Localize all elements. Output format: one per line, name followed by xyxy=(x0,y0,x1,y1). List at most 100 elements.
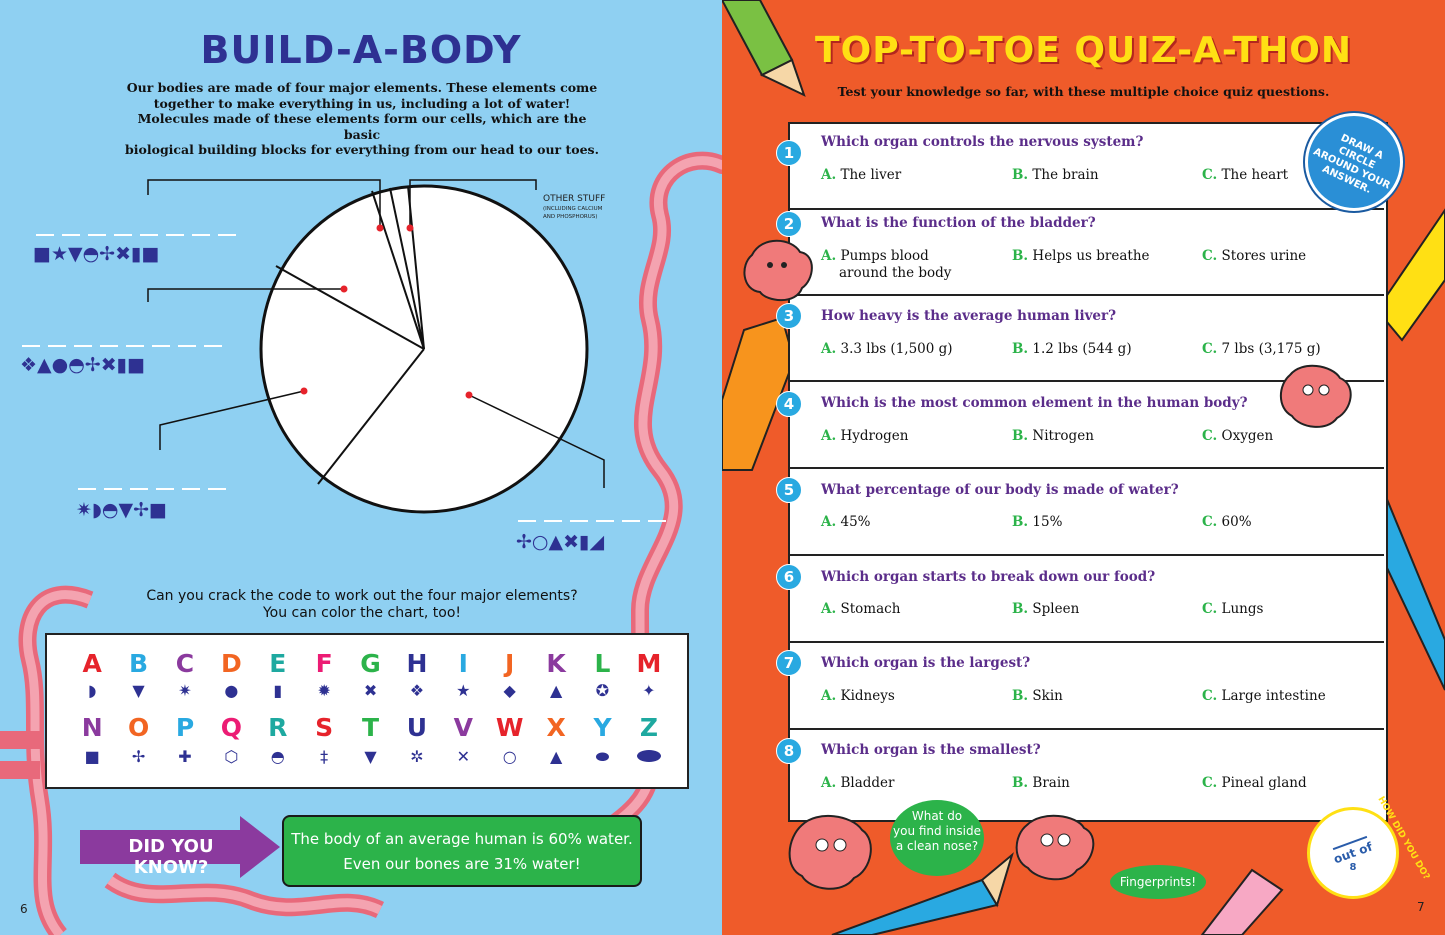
question-text: Which is the most common element in the … xyxy=(821,395,1248,411)
key-symbol: ✚ xyxy=(178,747,192,766)
answer-option-c[interactable]: C. Oxygen xyxy=(1202,428,1273,445)
answer-option-a[interactable]: A. The liver xyxy=(821,167,901,184)
key-letter: M xyxy=(636,649,662,678)
key-symbol: ▼ xyxy=(364,747,377,766)
answer-blanks xyxy=(22,345,230,347)
option-letter: A. xyxy=(821,341,837,357)
option-letter: B. xyxy=(1012,688,1029,704)
answer-option-b[interactable]: B. 1.2 lbs (544 g) xyxy=(1012,341,1132,358)
answer-option-c[interactable]: C. The heart xyxy=(1202,167,1288,184)
eraser-pencil xyxy=(1200,868,1284,935)
intro-text: Our bodies are made of four major elemen… xyxy=(120,80,604,158)
option-text: Brain xyxy=(1032,775,1070,791)
draw-circle-stamp: DRAW A CIRCLE AROUND YOUR ANSWER. xyxy=(1305,113,1403,211)
right-page: TOP-TO-TOE QUIZ-A-THON Test your knowled… xyxy=(722,0,1445,935)
option-text: 7 lbs (3,175 g) xyxy=(1221,341,1321,357)
answer-option-b[interactable]: B. 15% xyxy=(1012,514,1062,531)
key-symbol: ★ xyxy=(456,681,471,700)
question-text: Which organ starts to break down our foo… xyxy=(821,569,1156,585)
option-letter: B. xyxy=(1012,428,1029,444)
quiz-subtitle: Test your knowledge so far, with these m… xyxy=(837,84,1330,99)
key-symbol: ❖ xyxy=(409,681,425,700)
key-letter: K xyxy=(546,649,566,678)
fact-box: The body of an average human is 60% wate… xyxy=(282,815,642,887)
option-letter: A. xyxy=(821,428,837,444)
key-symbol: ⬬ xyxy=(595,747,610,766)
option-text: 45% xyxy=(840,514,871,530)
answer-option-c[interactable]: C. Large intestine xyxy=(1202,688,1326,705)
key-letter: B xyxy=(129,649,149,678)
answer-option-c[interactable]: C. 7 lbs (3,175 g) xyxy=(1202,341,1321,358)
quiz-paper xyxy=(788,122,1388,822)
option-letter: A. xyxy=(821,167,837,183)
element-pie-chart: OTHER STUFF (INCLUDING CALCIUM AND PHOSP… xyxy=(147,179,605,514)
pie-label-other-sub: AND PHOSPHORUS) xyxy=(543,214,597,220)
answer-option-b[interactable]: B. The brain xyxy=(1012,167,1099,184)
answer-option-a[interactable]: A. Kidneys xyxy=(821,688,895,705)
key-symbol: ✦ xyxy=(642,681,656,700)
answer-option-a[interactable]: A. Hydrogen xyxy=(821,428,908,445)
bubble-line: you find inside xyxy=(893,824,981,838)
option-letter: B. xyxy=(1012,514,1029,530)
option-letter: C. xyxy=(1202,248,1218,264)
answer-option-c[interactable]: C. Lungs xyxy=(1202,601,1263,618)
score-total: 8 xyxy=(1349,862,1357,873)
germ-icon xyxy=(788,814,872,890)
answer-option-a[interactable]: A. Pumps blood around the body xyxy=(821,248,951,282)
question-number: 4 xyxy=(776,391,802,417)
left-page: BUILD-A-BODY Our bodies are made of four… xyxy=(0,0,722,935)
option-letter: A. xyxy=(821,775,837,791)
answer-option-a[interactable]: A. 3.3 lbs (1,500 g) xyxy=(821,341,953,358)
question-text: What is the function of the bladder? xyxy=(821,215,1096,231)
answer-option-c[interactable]: C. Stores urine xyxy=(1202,248,1306,265)
question-divider xyxy=(788,294,1384,296)
answer-option-b[interactable]: B. Helps us breathe xyxy=(1012,248,1150,265)
option-text: 3.3 lbs (1,500 g) xyxy=(840,341,953,357)
option-letter: B. xyxy=(1012,775,1029,791)
option-text-cont: around the body xyxy=(839,265,952,281)
pie-dot xyxy=(300,387,308,395)
question-text: Which organ is the largest? xyxy=(821,655,1031,671)
question-text: Which organ is the smallest? xyxy=(821,742,1041,758)
pie-dot xyxy=(376,224,384,232)
answer-option-a[interactable]: A. Bladder xyxy=(821,775,895,792)
key-letter: X xyxy=(546,713,566,742)
answer-option-b[interactable]: B. Brain xyxy=(1012,775,1070,792)
key-letter: Y xyxy=(593,713,612,742)
option-letter: B. xyxy=(1012,167,1029,183)
key-letter: L xyxy=(594,649,611,678)
option-text: Stores urine xyxy=(1221,248,1307,264)
blue-pencil-bottom xyxy=(831,852,1014,935)
key-symbol: ▲ xyxy=(549,747,563,766)
code-key-box: A B C D E F G H I J K L M ◗ ▼ ✷ ● ▮ ✹ ✖ … xyxy=(45,633,689,789)
option-letter: B. xyxy=(1012,601,1029,617)
key-letter: O xyxy=(127,713,150,742)
key-symbols-row-1: ◗ ▼ ✷ ● ▮ ✹ ✖ ❖ ★ ◆ ▲ ✪ ✦ xyxy=(69,681,672,700)
answer-option-c[interactable]: C. 60% xyxy=(1202,514,1252,531)
key-letter: P xyxy=(175,713,195,742)
key-symbol: ✖ xyxy=(363,681,378,700)
answer-option-b[interactable]: B. Skin xyxy=(1012,688,1063,705)
option-letter: C. xyxy=(1202,688,1218,704)
pie-divider xyxy=(275,265,425,350)
option-letter: C. xyxy=(1202,514,1218,530)
question-number: 2 xyxy=(776,211,802,237)
answer-option-a[interactable]: A. 45% xyxy=(821,514,871,531)
answer-option-b[interactable]: B. Spleen xyxy=(1012,601,1079,618)
key-letter: C xyxy=(175,649,195,678)
key-letter: R xyxy=(268,713,288,742)
answer-option-b[interactable]: B. Nitrogen xyxy=(1012,428,1094,445)
bubble-line: What do xyxy=(911,809,963,823)
leader-line xyxy=(468,394,605,488)
option-letter: B. xyxy=(1012,248,1029,264)
key-symbol: ✷ xyxy=(178,681,192,700)
key-letter: T xyxy=(362,713,380,742)
question-divider xyxy=(788,554,1384,556)
question-number: 6 xyxy=(776,564,802,590)
intro-line: Molecules made of these elements form ou… xyxy=(137,111,587,142)
key-letter: A xyxy=(82,649,102,678)
answer-option-a[interactable]: A. Stomach xyxy=(821,601,900,618)
pie-divider xyxy=(389,187,425,350)
answer-option-c[interactable]: C. Pineal gland xyxy=(1202,775,1307,792)
option-text: 60% xyxy=(1221,514,1252,530)
